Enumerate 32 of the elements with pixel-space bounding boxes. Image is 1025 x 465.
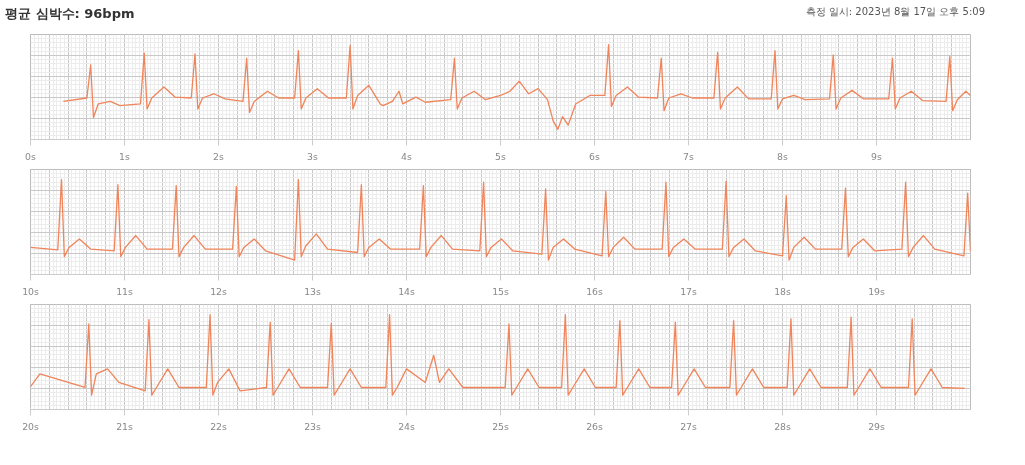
- x-tick-label: 10s: [22, 285, 39, 297]
- x-tick-label: 23s: [304, 420, 321, 432]
- x-tick-label: 27s: [680, 420, 697, 432]
- x-tick-label: 11s: [116, 285, 133, 297]
- x-tick-label: 4s: [401, 150, 413, 162]
- x-tick-label: 20s: [22, 420, 39, 432]
- x-tick-label: 6s: [589, 150, 601, 162]
- x-tick-label: 18s: [774, 285, 791, 297]
- x-tick-label: 5s: [495, 150, 507, 162]
- x-tick-label: 29s: [868, 420, 885, 432]
- text: 측정 일시: 2023년 8월 17일 오후 5:09: [805, 5, 985, 19]
- chart-title: 평균 심박수: 96bpm: [5, 5, 135, 23]
- x-tick-label: 19s: [868, 285, 885, 297]
- x-tick-label: 3s: [307, 150, 319, 162]
- x-tick-label: 0s: [25, 150, 37, 162]
- x-tick-label: 2s: [213, 150, 225, 162]
- x-tick-label: 21s: [116, 420, 133, 432]
- x-tick-label: 14s: [398, 285, 415, 297]
- x-tick-label: 9s: [871, 150, 883, 162]
- x-tick-label: 28s: [774, 420, 791, 432]
- x-tick-label: 16s: [586, 285, 603, 297]
- x-tick-label: 13s: [304, 285, 321, 297]
- x-tick-label: 26s: [586, 420, 603, 432]
- x-tick-label: 8s: [777, 150, 789, 162]
- x-tick-label: 22s: [210, 420, 227, 432]
- x-tick-label: 1s: [119, 150, 131, 162]
- x-tick-label: 24s: [398, 420, 415, 432]
- x-tick-label: 12s: [210, 285, 227, 297]
- x-tick-label: 15s: [492, 285, 509, 297]
- x-tick-label: 7s: [683, 150, 695, 162]
- x-tick-label: 17s: [680, 285, 697, 297]
- x-tick-label: 25s: [492, 420, 509, 432]
